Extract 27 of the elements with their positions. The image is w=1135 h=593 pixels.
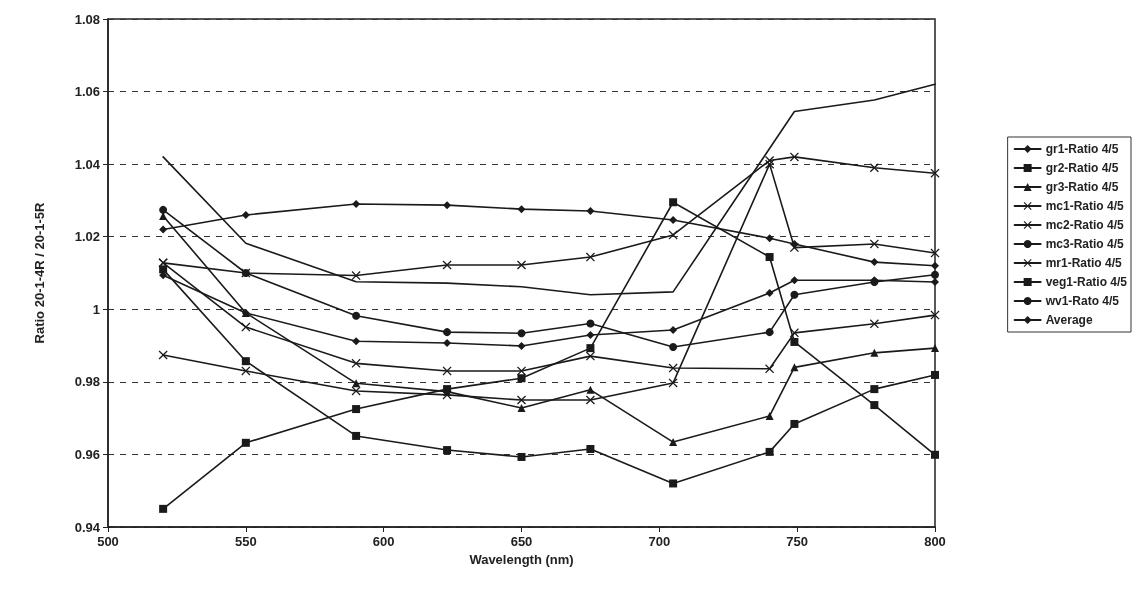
y-tick-label: 0.98 xyxy=(74,374,100,390)
y-tick-label: 1.04 xyxy=(74,156,101,172)
y-tick-label: 1.02 xyxy=(74,229,100,245)
x-axis-title: Wavelength (nm) xyxy=(469,551,574,567)
y-tick-label: 1.08 xyxy=(74,11,100,27)
legend-label: wv1-Rato 4/5 xyxy=(1044,294,1120,308)
legend-label: mr1-Ratio 4/5 xyxy=(1045,256,1122,270)
x-tick-label: 700 xyxy=(648,534,671,549)
x-tick-label: 600 xyxy=(372,534,395,549)
x-tick-label: 800 xyxy=(924,534,946,549)
x-tick-label: 550 xyxy=(234,534,257,549)
y-tick-label: 1 xyxy=(92,301,100,317)
y-axis-title: Ratio 20-1-4R / 20-1-5R xyxy=(32,201,47,344)
legend-label: gr3-Ratio 4/5 xyxy=(1045,180,1119,194)
legend-label: mc3-Ratio 4/5 xyxy=(1045,237,1124,251)
legend-label: Average xyxy=(1045,313,1093,327)
y-tick-label: 1.06 xyxy=(74,84,100,100)
x-tick-label: 650 xyxy=(510,534,533,549)
y-tick-label: 0.96 xyxy=(74,446,100,462)
x-tick-label: 750 xyxy=(786,534,809,549)
legend-label: mc2-Ratio 4/5 xyxy=(1045,218,1124,232)
legend-label: gr2-Ratio 4/5 xyxy=(1045,161,1119,175)
x-tick-label: 500 xyxy=(97,534,119,549)
y-tick-label: 0.94 xyxy=(74,519,101,535)
legend-label: gr1-Ratio 4/5 xyxy=(1045,142,1119,156)
legend-label: mc1-Ratio 4/5 xyxy=(1045,199,1124,213)
legend-label: veg1-Ratio 4/5 xyxy=(1045,275,1128,289)
